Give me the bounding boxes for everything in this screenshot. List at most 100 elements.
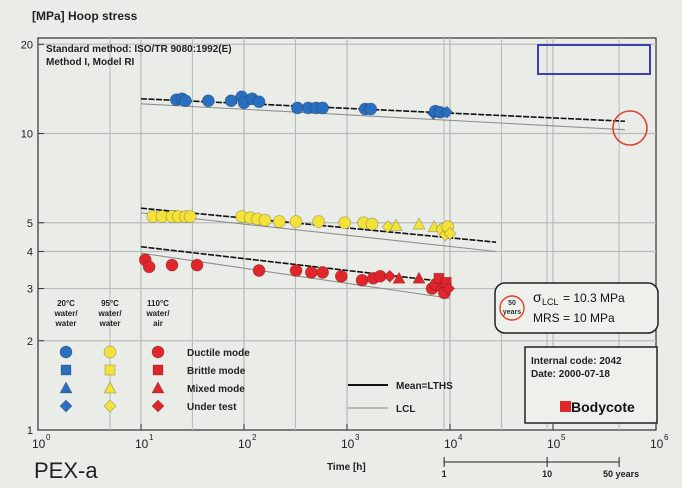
legend-marker-diamond	[151, 399, 165, 413]
x-tick-exponent: 1	[149, 433, 154, 442]
x-tick-label: 10	[547, 437, 561, 451]
y-tick-label: 1	[27, 425, 33, 437]
legend-marker-diamond	[103, 399, 117, 413]
x-tick-label: 10	[650, 437, 664, 451]
x-tick-exponent: 0	[46, 433, 51, 442]
data-point-circle	[224, 94, 238, 108]
legend-mode-label: Ductile mode	[187, 348, 250, 359]
data-point-circle	[291, 101, 304, 115]
info-box: Internal code: 2042 Date: 2000-07-18 Bod…	[524, 346, 658, 424]
x-axis-label: Time [h]	[327, 462, 366, 473]
internal-code: Internal code: 2042	[531, 356, 622, 367]
data-point-triangle	[412, 217, 426, 230]
legend-marker-square	[104, 364, 116, 376]
legend-mean-label: Mean=LTHS	[396, 381, 453, 392]
data-point-circle	[312, 215, 326, 228]
legend-lcl-label: LCL	[396, 404, 415, 415]
x-tick-exponent: 6	[664, 433, 669, 442]
product-label: PEX-a	[34, 458, 98, 483]
x-tick-label: 10	[238, 437, 252, 451]
legend-marker-triangle	[151, 381, 165, 394]
y-tick-label: 4	[27, 247, 33, 259]
x-tick-exponent: 2	[252, 433, 257, 442]
data-point-triangle	[412, 271, 426, 284]
legend-column-header: air	[153, 319, 163, 328]
sigma-value: = 10.3 MPa	[563, 291, 625, 305]
data-point-circle	[252, 264, 266, 277]
data-point-circle	[165, 258, 179, 272]
legend-column-header: water	[55, 319, 77, 328]
data-point-circle	[289, 215, 303, 228]
result-box: 50 years σ LCL = 10.3 MPa MRS = 10 MPa	[494, 282, 659, 334]
y-tick-label: 20	[21, 39, 33, 51]
legend-marker-triangle	[103, 381, 117, 394]
data-point-circle	[258, 213, 272, 227]
legend-column-header: 110°C	[147, 299, 169, 308]
y-tick-label: 10	[21, 129, 33, 141]
method-line-2: Method I, Model RI	[46, 57, 135, 68]
x-tick-exponent: 4	[458, 433, 463, 442]
legend-marker-circle	[151, 345, 165, 359]
bodycote-logo: Bodycote	[571, 399, 635, 415]
mrs-value: MRS = 10 MPa	[533, 311, 615, 325]
method-line-1: Standard method: ISO/TR 9080:1992(E)	[46, 44, 232, 55]
y-axis-label: [MPa] Hoop stress	[32, 9, 138, 23]
years-scale-label: 1	[442, 469, 447, 479]
data-point-circle	[252, 95, 266, 109]
x-tick-label: 10	[444, 437, 458, 451]
data-point-circle	[338, 216, 352, 230]
y-tick-label: 3	[27, 284, 33, 296]
legend-marker-square	[152, 364, 164, 376]
data-point-circle	[334, 269, 348, 283]
years-scale: 1 10 50 years	[442, 457, 639, 479]
data-point-diamond	[443, 226, 457, 241]
y-tick-label: 2	[27, 336, 33, 348]
data-point-circle	[364, 102, 378, 116]
data-point-circle	[190, 258, 204, 272]
legend-column-header: water/	[53, 309, 78, 318]
sigma-subscript: LCL	[542, 297, 559, 307]
legend-marker-square	[60, 364, 72, 376]
y-tick-label: 5	[27, 218, 33, 230]
legend-marker-circle	[103, 345, 117, 359]
x-tick-exponent: 5	[561, 433, 566, 442]
legend-column-header: water/	[145, 309, 170, 318]
years-scale-label: 10	[542, 469, 552, 479]
data-point-circle	[272, 215, 286, 228]
data-point-circle	[365, 217, 379, 231]
data-points	[138, 90, 457, 300]
legend-column-header: 95°C	[101, 299, 119, 308]
fifty-years-badge	[499, 295, 525, 321]
years-scale-label: 50 years	[603, 469, 639, 479]
legend: 20°Cwater/water95°Cwater/water110°Cwater…	[53, 299, 250, 413]
legend-column-header: 20°C	[57, 299, 75, 308]
data-point-diamond	[440, 105, 454, 119]
legend-marker-triangle	[59, 381, 73, 394]
data-point-circle	[179, 94, 192, 108]
badge-number: 50	[508, 300, 516, 307]
annotation-frame	[537, 44, 651, 75]
data-point-triangle	[389, 218, 403, 231]
lcl-line	[140, 103, 626, 131]
sigma-symbol: σ	[533, 289, 542, 305]
data-point-circle	[289, 264, 303, 277]
x-tick-label: 10	[32, 437, 46, 451]
record-date: Date: 2000-07-18	[531, 369, 610, 380]
x-tick-label: 10	[341, 437, 355, 451]
legend-mode-label: Brittle mode	[187, 366, 246, 377]
data-point-circle	[355, 273, 369, 287]
data-point-circle	[201, 94, 215, 108]
data-point-circle	[304, 266, 318, 279]
data-point-diamond	[383, 269, 397, 283]
badge-unit: years	[503, 309, 521, 316]
data-point-triangle	[392, 271, 406, 284]
bodycote-logo-mark	[560, 401, 571, 412]
legend-column-header: water/	[97, 309, 122, 318]
legend-column-header: water	[99, 319, 121, 328]
legend-mode-label: Under test	[187, 402, 237, 413]
fifty-year-marker-circle	[612, 110, 648, 146]
mean-line	[140, 97, 626, 123]
x-tick-exponent: 3	[355, 433, 360, 442]
